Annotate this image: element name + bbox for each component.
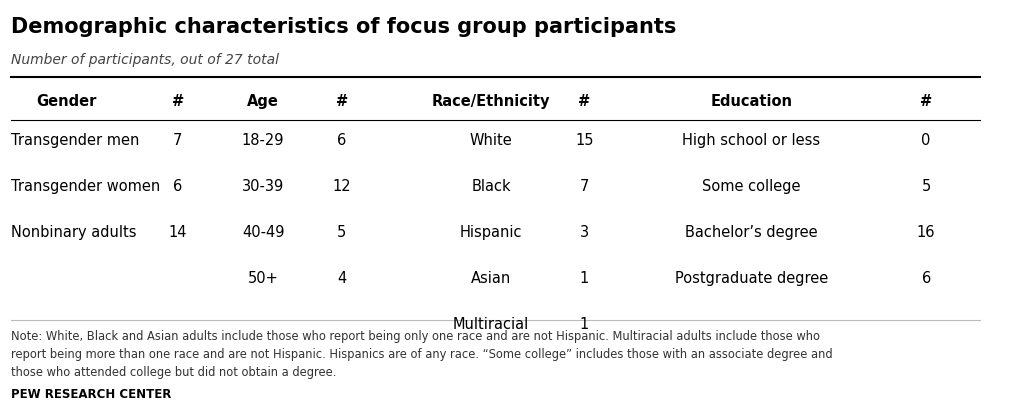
Text: Gender: Gender [37,94,97,109]
Text: #: # [920,94,932,109]
Text: Postgraduate degree: Postgraduate degree [674,271,828,286]
Text: Demographic characteristics of focus group participants: Demographic characteristics of focus gro… [10,17,676,37]
Text: 4: 4 [337,271,347,286]
Text: 6: 6 [337,133,347,148]
Text: 6: 6 [173,179,182,194]
Text: 5: 5 [922,179,931,194]
Text: #: # [172,94,184,109]
Text: Some college: Some college [702,179,801,194]
Text: Asian: Asian [471,271,512,286]
Text: 15: 15 [575,133,593,148]
Text: Nonbinary adults: Nonbinary adults [10,225,136,240]
Text: Note: White, Black and Asian adults include those who report being only one race: Note: White, Black and Asian adults incl… [10,330,833,379]
Text: White: White [470,133,513,148]
Text: #: # [336,94,348,109]
Text: 50+: 50+ [248,271,278,286]
Text: 3: 3 [580,225,589,240]
Text: #: # [578,94,590,109]
Text: 5: 5 [337,225,347,240]
Text: PEW RESEARCH CENTER: PEW RESEARCH CENTER [10,388,171,401]
Text: Bachelor’s degree: Bachelor’s degree [685,225,817,240]
Text: Hispanic: Hispanic [459,225,522,240]
Text: Transgender women: Transgender women [10,179,160,194]
Text: 7: 7 [580,179,589,194]
Text: 1: 1 [580,317,589,332]
Text: 14: 14 [169,225,187,240]
Text: Transgender men: Transgender men [10,133,139,148]
Text: High school or less: High school or less [682,133,820,148]
Text: Number of participants, out of 27 total: Number of participants, out of 27 total [10,53,278,67]
Text: Race/Ethnicity: Race/Ethnicity [432,94,550,109]
Text: Education: Education [710,94,792,109]
Text: 6: 6 [922,271,931,286]
Text: 30-39: 30-39 [242,179,284,194]
Text: 7: 7 [173,133,182,148]
Text: Multiracial: Multiracial [453,317,529,332]
Text: 16: 16 [917,225,935,240]
Text: 12: 12 [332,179,351,194]
Text: 1: 1 [580,271,589,286]
Text: 40-49: 40-49 [241,225,284,240]
Text: 0: 0 [922,133,931,148]
Text: Age: Age [248,94,279,109]
Text: Black: Black [472,179,510,194]
Text: 18-29: 18-29 [241,133,284,148]
